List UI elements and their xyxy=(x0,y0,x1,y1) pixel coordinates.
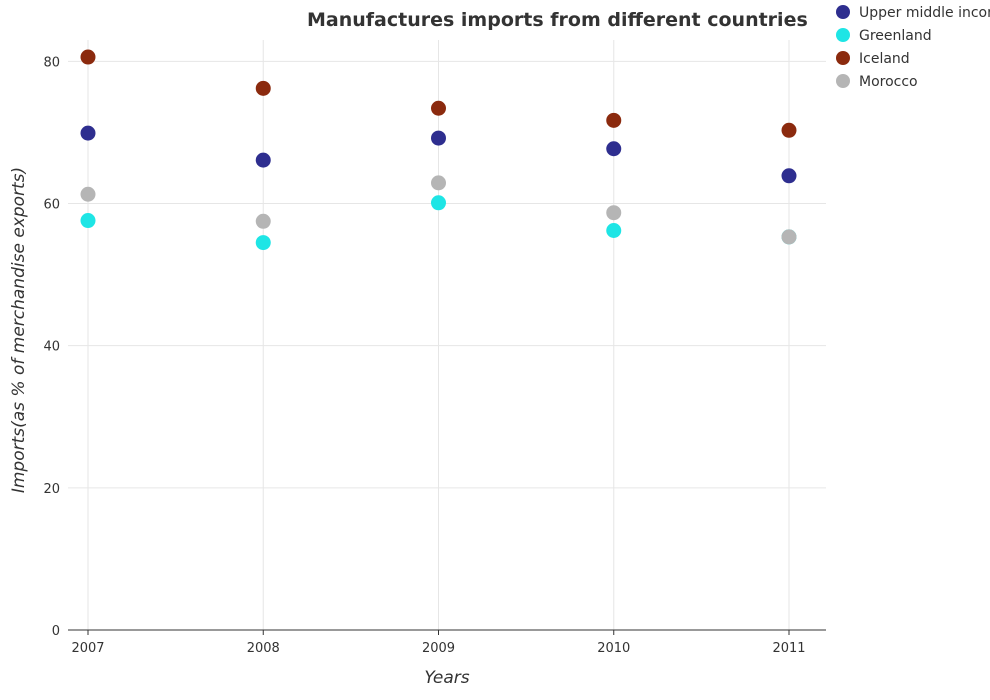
y-tick-label: 60 xyxy=(43,197,60,212)
data-point xyxy=(431,195,446,211)
data-point xyxy=(431,100,446,116)
x-tick-label: 2009 xyxy=(422,641,455,656)
legend-marker xyxy=(836,51,850,65)
data-point xyxy=(255,213,271,229)
y-ticks: 0 20 40 60 80 xyxy=(43,55,60,639)
grid xyxy=(68,40,826,631)
legend-label: Morocco xyxy=(859,74,918,90)
x-tick-label: 2008 xyxy=(247,641,280,656)
data-point xyxy=(255,80,271,96)
x-ticks: 2007 2008 2009 2010 2011 xyxy=(71,630,806,656)
legend-marker xyxy=(836,28,850,42)
y-tick-label: 0 xyxy=(52,624,60,639)
chart-title: Manufactures imports from different coun… xyxy=(307,9,808,31)
x-axis-label: Years xyxy=(424,668,469,688)
data-point xyxy=(80,213,96,229)
data-point xyxy=(606,112,622,128)
data-point xyxy=(781,122,797,138)
data-point xyxy=(80,49,96,65)
data-point xyxy=(781,168,797,184)
legend-label: Iceland xyxy=(859,51,910,67)
data-point xyxy=(606,223,622,239)
data-point xyxy=(431,130,446,146)
legend: Upper middle income Greenland Iceland Moroc… xyxy=(836,5,990,90)
data-point xyxy=(80,186,96,202)
data-point xyxy=(80,125,96,141)
y-tick-label: 80 xyxy=(43,55,60,70)
y-axis-label: Imports(as % of merchandise exports) xyxy=(9,167,29,493)
y-tick-label: 40 xyxy=(43,340,60,355)
x-tick-label: 2007 xyxy=(71,641,104,656)
y-tick-label: 20 xyxy=(43,482,60,497)
legend-label: Upper middle income xyxy=(859,5,990,21)
data-point xyxy=(431,175,446,191)
x-tick-label: 2010 xyxy=(597,641,630,656)
legend-label: Greenland xyxy=(859,28,932,44)
legend-marker xyxy=(836,74,850,88)
data-point xyxy=(606,205,622,221)
x-tick-label: 2011 xyxy=(772,641,805,656)
data-point xyxy=(606,141,622,157)
data-point xyxy=(255,152,271,168)
legend-marker xyxy=(836,5,850,19)
data-point xyxy=(255,235,271,251)
data-points xyxy=(80,49,797,251)
data-point xyxy=(781,229,797,245)
